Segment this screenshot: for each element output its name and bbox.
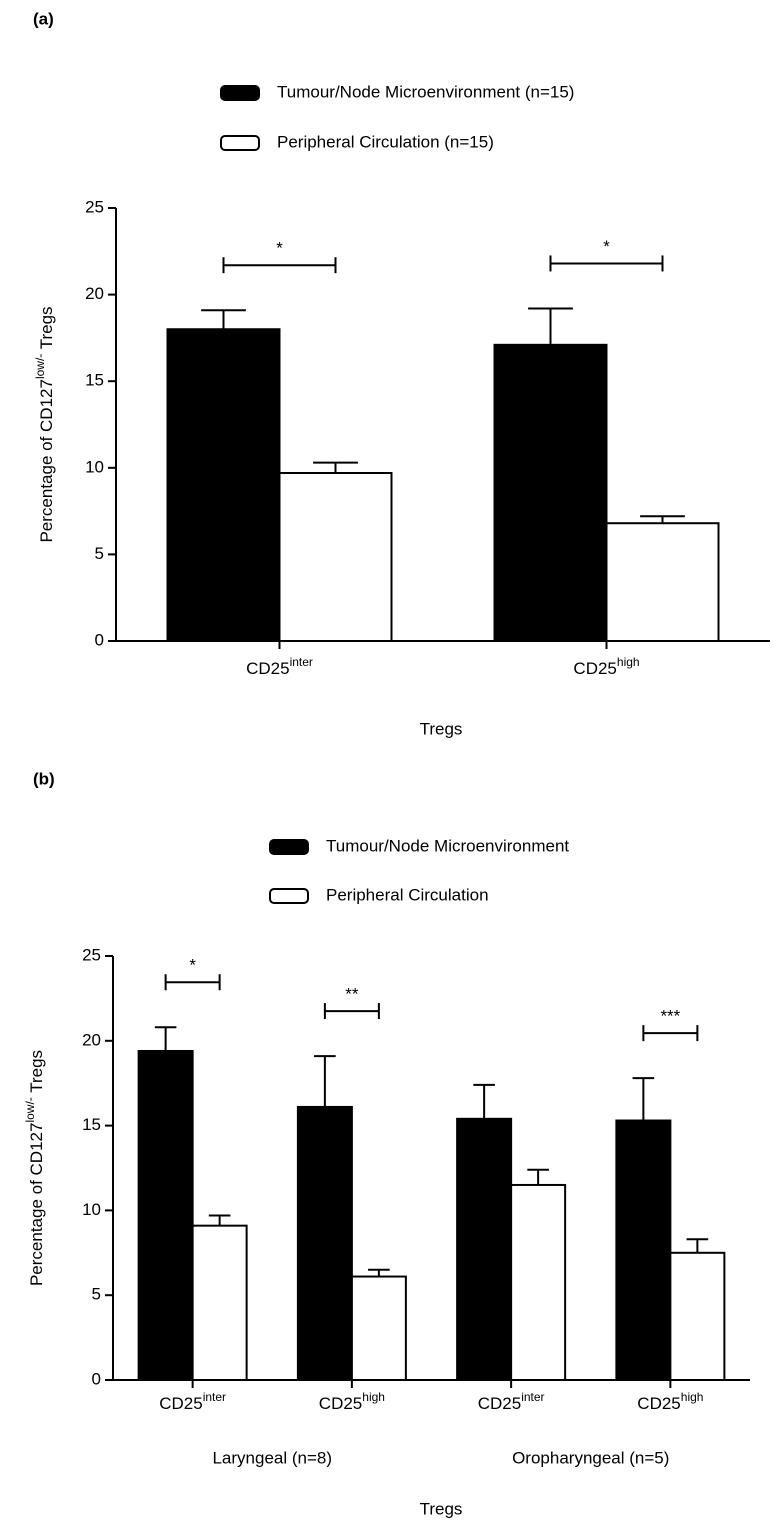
legend-swatch [269, 888, 309, 904]
y-tick-label: 5 [92, 1285, 101, 1304]
bar [278, 471, 393, 642]
x-tick-label-part: high [362, 1390, 385, 1404]
legend-label: Tumour/Node Microenvironment [326, 836, 569, 855]
x-tick-label-part: inter [290, 655, 313, 669]
x-tick-label-part: CD25 [478, 1394, 521, 1413]
y-axis-label-part: Percentage of CD127 [27, 1123, 46, 1287]
x-axis-label: Tregs [420, 719, 463, 738]
bar [510, 1183, 567, 1381]
panel-label: (b) [33, 769, 55, 788]
x-tick-label-part: high [617, 655, 640, 669]
legend-swatch [269, 839, 309, 855]
x-tick-label-part: CD25 [319, 1394, 362, 1413]
legend-label: Tumour/Node Microenvironment (n=15) [277, 82, 574, 101]
y-tick-label: 20 [85, 284, 104, 303]
y-tick-label: 0 [95, 630, 104, 649]
x-tick-label: CD25inter [159, 1390, 226, 1413]
bar [191, 1224, 248, 1381]
y-tick-label: 10 [85, 457, 104, 476]
x-tick-label-part: inter [203, 1390, 226, 1404]
y-tick-label: 25 [82, 945, 101, 964]
legend-label: Peripheral Circulation [326, 885, 489, 904]
sig-label: * [189, 956, 196, 975]
bar [605, 522, 720, 642]
x-tick-label-part: CD25 [246, 659, 289, 678]
legend-label: Peripheral Circulation (n=15) [277, 132, 494, 151]
sig-label: * [603, 237, 610, 256]
bar [669, 1251, 726, 1382]
y-tick-label: 5 [95, 544, 104, 563]
x-tick-label: CD25high [637, 1390, 703, 1413]
bar [493, 343, 608, 642]
bar [615, 1119, 672, 1381]
bar [137, 1049, 194, 1381]
x-tick-label: CD25inter [246, 655, 313, 678]
x-tick-label-part: inter [521, 1390, 544, 1404]
group-label: Oropharyngeal (n=5) [512, 1448, 669, 1467]
y-tick-label: 20 [82, 1030, 101, 1049]
bar [296, 1105, 353, 1381]
bar [350, 1275, 407, 1381]
y-tick-label: 25 [85, 197, 104, 216]
x-tick-label: CD25high [573, 655, 639, 678]
x-tick-label: CD25high [319, 1390, 385, 1413]
x-axis-label: Tregs [420, 1499, 463, 1518]
bar [456, 1117, 513, 1382]
sig-label: *** [660, 1007, 680, 1026]
x-tick-label: CD25inter [478, 1390, 545, 1413]
y-axis-label-part: low/- [33, 354, 47, 379]
y-tick-label: 10 [82, 1200, 101, 1219]
legend-swatch [220, 135, 260, 151]
y-tick-label: 0 [92, 1369, 101, 1388]
panel-label: (a) [33, 9, 54, 28]
x-tick-label-part: high [681, 1390, 704, 1404]
y-axis-label: Percentage of CD127low/- Tregs [23, 1050, 46, 1286]
y-axis-label-part: Percentage of CD127 [37, 379, 56, 543]
legend-swatch [220, 85, 260, 101]
group-label: Laryngeal (n=8) [212, 1448, 332, 1467]
bar [166, 328, 281, 642]
x-tick-label-part: CD25 [573, 659, 616, 678]
y-tick-label: 15 [82, 1115, 101, 1134]
x-tick-label-part: CD25 [637, 1394, 680, 1413]
y-axis-label: Percentage of CD127low/- Tregs [33, 306, 56, 542]
sig-label: * [276, 239, 283, 258]
y-axis-label-part: Tregs [27, 1050, 46, 1097]
y-axis-label-part: low/- [23, 1097, 37, 1122]
x-tick-label-part: CD25 [159, 1394, 202, 1413]
sig-label: ** [345, 985, 359, 1004]
y-tick-label: 15 [85, 371, 104, 390]
y-axis-label-part: Tregs [37, 306, 56, 353]
